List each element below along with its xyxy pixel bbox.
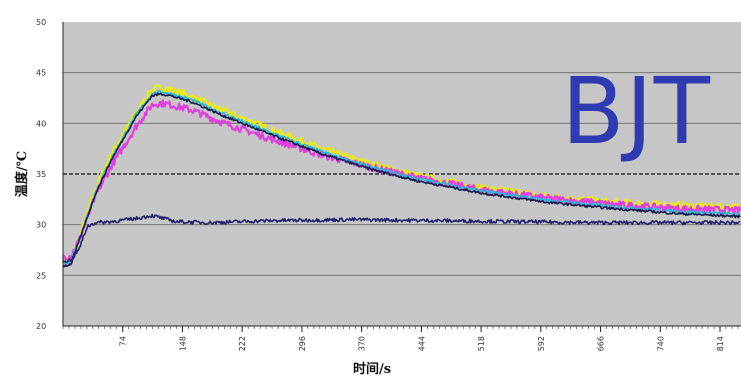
x-tick-label: 740 [656, 336, 665, 351]
x-axis-title: 时间/s [353, 361, 391, 377]
series-line [62, 92, 741, 268]
y-tick-label: 45 [36, 69, 46, 78]
x-tick-label: 370 [358, 336, 367, 351]
y-tick-label: 30 [36, 221, 46, 230]
series-line [62, 89, 741, 265]
bjt-overlay-label: BJT [561, 58, 711, 165]
y-tick-label: 50 [36, 18, 46, 27]
x-tick-labels: 74 148 222 296 370 444 518 592 666 740 814 [119, 326, 725, 351]
grid-lines [63, 72, 741, 276]
y-tick-label: 35 [36, 170, 46, 179]
axes [62, 22, 741, 329]
y-axis-title: 温度/℃ [14, 151, 30, 197]
x-tick-label: 518 [477, 336, 486, 351]
x-tick-label: 592 [537, 336, 546, 351]
series-layer [61, 84, 741, 268]
x-tick-label: 148 [178, 336, 187, 351]
y-tick-labels: 20 25 30 35 40 45 50 [36, 18, 46, 331]
series-line [61, 99, 741, 262]
y-tick-label: 40 [36, 119, 46, 128]
y-tick-label: 25 [36, 271, 46, 280]
series-line [62, 213, 741, 264]
x-tick-label: 222 [238, 336, 247, 351]
x-tick-label: 444 [417, 336, 426, 351]
x-tick-label: 814 [716, 336, 725, 351]
x-tick-label: 666 [597, 336, 606, 351]
x-tick-label: 74 [119, 336, 128, 346]
x-tick-label: 296 [298, 336, 307, 351]
y-tick-label: 20 [36, 322, 46, 331]
